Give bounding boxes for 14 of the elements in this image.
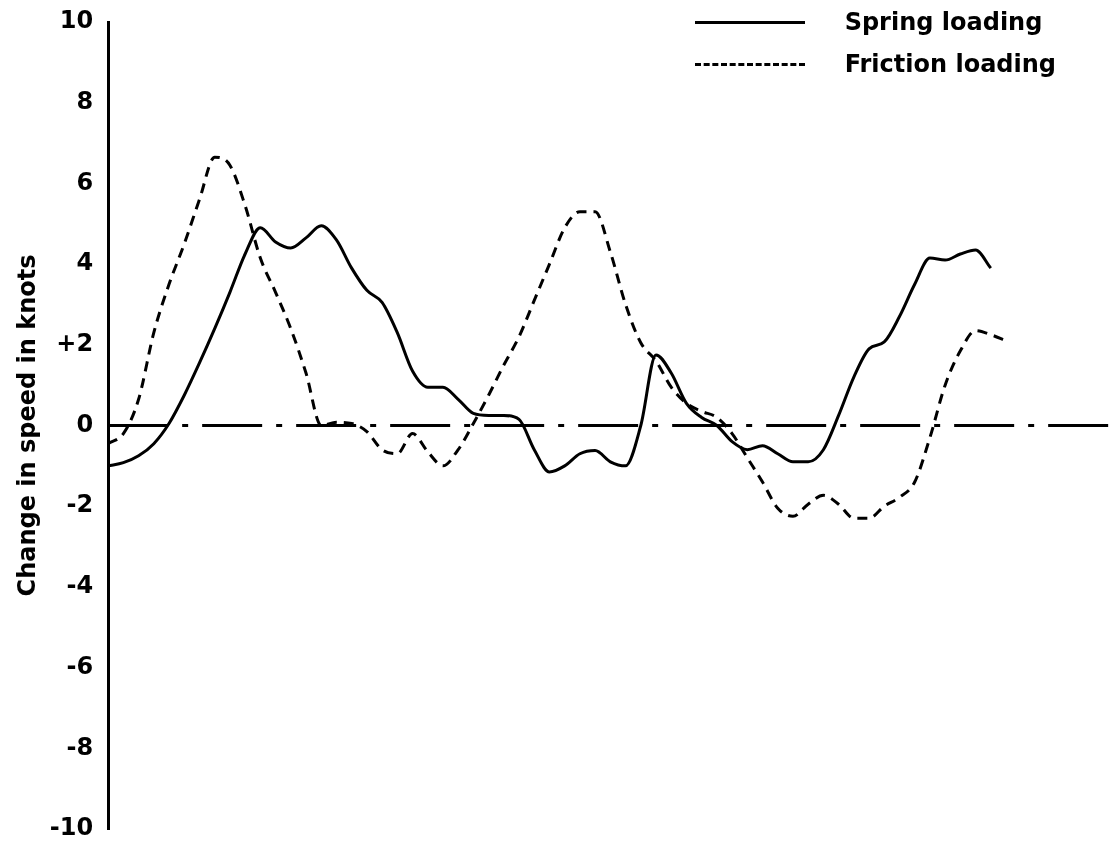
- y-tick-label: -10: [49, 813, 94, 842]
- y-tick-label: 0: [76, 409, 94, 438]
- y-tick-label: +2: [56, 329, 94, 358]
- y-tick-label: -6: [66, 651, 94, 680]
- y-tick-label: 6: [76, 167, 94, 196]
- y-tick-label: -8: [66, 732, 94, 761]
- y-tick-label: 4: [76, 248, 94, 277]
- legend-label: Friction loading: [844, 50, 1056, 78]
- y-axis-title: Change in speed in knots: [12, 254, 41, 597]
- y-tick-label: -2: [66, 490, 94, 519]
- legend-label: Spring loading: [844, 8, 1043, 36]
- y-tick-label: 10: [59, 6, 94, 35]
- y-tick-label: 8: [76, 86, 94, 115]
- y-tick-label: -4: [66, 571, 94, 600]
